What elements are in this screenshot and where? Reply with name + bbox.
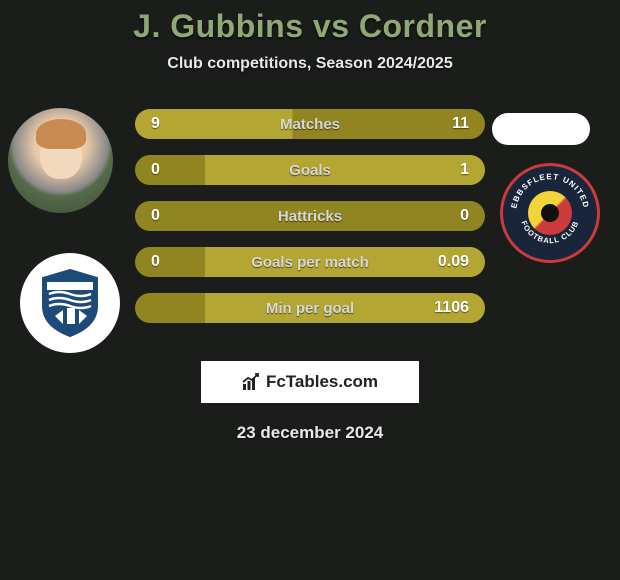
date-text: 23 december 2024 [0, 423, 620, 443]
stat-label: Hattricks [278, 208, 342, 225]
stat-left-value: 9 [151, 115, 181, 133]
badge-inner-icon [528, 191, 572, 235]
stat-label: Goals per match [251, 254, 369, 271]
stat-label: Goals [289, 162, 331, 179]
stat-right-value: 11 [439, 115, 469, 133]
stat-right-value: 1 [439, 161, 469, 179]
team-right-badge: EBBSFLEET UNITED FOOTBALL CLUB [500, 163, 600, 263]
stat-right-value: 0 [439, 207, 469, 225]
stat-right-value: 0.09 [438, 253, 469, 271]
stat-label: Min per goal [266, 300, 354, 317]
stat-row-goals-per-match: 0 Goals per match 0.09 [135, 247, 485, 277]
branding-box[interactable]: FcTables.com [201, 361, 419, 403]
chart-icon [242, 373, 260, 391]
stat-label: Matches [280, 116, 340, 133]
comparison-content: EBBSFLEET UNITED FOOTBALL CLUB 9 Matches… [0, 103, 620, 343]
team-left-badge [20, 253, 120, 353]
stats-list: 9 Matches 11 0 Goals 1 0 Hattricks 0 0 G… [135, 109, 485, 339]
player-left-photo [8, 108, 113, 213]
comparison-title: J. Gubbins vs Cordner [0, 8, 620, 45]
branding-text: FcTables.com [266, 372, 378, 392]
stat-left-value: 0 [151, 161, 181, 179]
stat-left-value: 0 [151, 207, 181, 225]
stat-row-matches: 9 Matches 11 [135, 109, 485, 139]
subtitle: Club competitions, Season 2024/2025 [0, 55, 620, 73]
stat-row-min-per-goal: Min per goal 1106 [135, 293, 485, 323]
stat-row-goals: 0 Goals 1 [135, 155, 485, 185]
stat-left-value: 0 [151, 253, 181, 271]
stat-row-hattricks: 0 Hattricks 0 [135, 201, 485, 231]
stat-right-value: 1106 [434, 299, 469, 317]
shield-icon [39, 268, 101, 338]
player-right-photo-placeholder [492, 113, 590, 145]
